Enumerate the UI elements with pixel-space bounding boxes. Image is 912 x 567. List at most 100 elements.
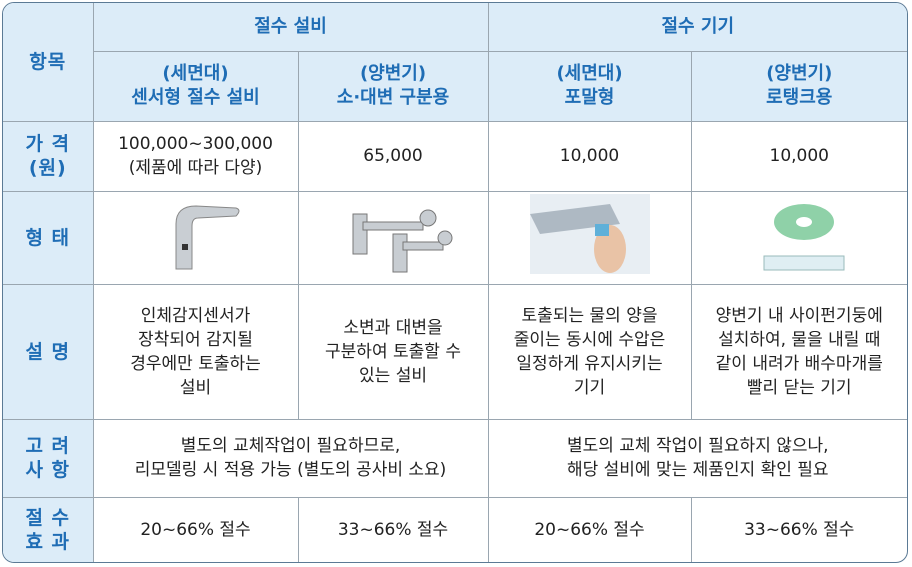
text-line: 고 려 (25, 435, 71, 457)
text-line: 10,000 (559, 146, 620, 166)
cell: 33~66% 절수 (297, 496, 489, 562)
cell: 소변과 대변을 구분하여 토출할 수 있는 설비 (297, 283, 489, 420)
text-line: (원) (28, 157, 67, 179)
text-line: 해당 설비에 맞는 제품인지 확인 필요 (566, 460, 829, 480)
table-row: (세면대) 센서형 절수 설비 (양변기) 소·대변 구분용 (세면대) 포말형 (양변기)… (3, 50, 907, 122)
table-row: 형 태 (3, 190, 907, 285)
text-line: (세면대) (556, 63, 623, 84)
cell: 100,000~300,000 (제품에 따라 다양) (92, 120, 299, 192)
text-line: 경우에만 토출하는 (130, 353, 261, 374)
image-shape (437, 230, 453, 246)
group-header: 절수 설비 (92, 3, 489, 52)
text-line: 효 과 (25, 530, 71, 553)
image-shape (529, 194, 650, 274)
column-header: (양변기) 로탱크용 (690, 50, 907, 122)
row-label: 가 격 (원) (3, 120, 94, 192)
text-line: 형 태 (25, 226, 71, 249)
image-shape (352, 209, 453, 273)
group-header: 절수 기기 (487, 3, 907, 52)
cell: 33~66% 절수 (690, 496, 907, 562)
text-line: 기기 (573, 377, 606, 398)
text-line: 20~66% 절수 (140, 519, 251, 540)
text-line: (양변기) (766, 63, 833, 84)
text-line: 구분하여 토출할 수 (325, 341, 461, 362)
image-shape (419, 209, 437, 227)
text-line: 토출되는 물의 양을 (521, 305, 658, 326)
image-shape (529, 194, 650, 274)
text-line: 양변기 내 사이펀기둥에 (715, 305, 883, 326)
cell: 별도의 교체 작업이 필요하지 않으나, 해당 설비에 맞는 제품인지 확인 필요 (487, 418, 907, 498)
image-shape (352, 209, 453, 273)
text-line: 가 격 (25, 133, 71, 155)
cell: 20~66% 절수 (487, 496, 692, 562)
text-line: 포말형 (564, 87, 615, 108)
row-label: 설 명 (3, 283, 94, 420)
product-image-cell (297, 190, 489, 285)
table-row: 가 격 (원) 100,000~300,000 (제품에 따라 다양) 65,000 10… (3, 120, 907, 192)
text-line: (세면대) (162, 63, 229, 84)
product-image-cell (92, 190, 299, 285)
product-image-cell (487, 190, 692, 285)
text-line: 인체감지센서가 (140, 305, 251, 326)
text-line: 별도의 교체작업이 필요하므로, (180, 436, 401, 456)
text-line: 로탱크용 (766, 87, 833, 108)
image-shape (593, 225, 626, 273)
image-shape (594, 224, 609, 236)
image-shape (763, 204, 845, 271)
text-line: 소변과 대변을 (343, 317, 443, 338)
text-line: 일정하게 유지시키는 (516, 353, 663, 374)
image-shape (181, 244, 188, 250)
product-image-cell (690, 190, 907, 285)
header-text: 절수 설비 (254, 15, 327, 37)
item-header: 항목 (3, 3, 94, 122)
image-shape (175, 205, 239, 270)
text-line: 33~66% 절수 (744, 519, 855, 540)
comparison-table: 항목 절수 설비 절수 기기 (세면대) 센서형 절수 설비 (양변기) 소·대변 구… (3, 3, 907, 562)
text-line: 100,000~300,000 (118, 134, 273, 154)
text-line: 리모델링 시 적용 가능 (별도의 공사비 소요) (134, 460, 447, 480)
image-shape (392, 233, 408, 273)
image-shape (175, 205, 239, 270)
text-line: 줄이는 동시에 수압은 (513, 329, 666, 350)
text-line: 설 명 (25, 340, 71, 363)
header-text: 항목 (29, 50, 67, 73)
header-text: 절수 기기 (661, 15, 735, 37)
column-header: (세면대) 센서형 절수 설비 (93, 50, 299, 122)
column-header: (세면대) 포말형 (487, 50, 692, 122)
text-line: (제품에 따라 다양) (128, 158, 263, 178)
text-line: 센서형 절수 설비 (131, 87, 260, 108)
text-line: 별도의 교체 작업이 필요하지 않으나, (566, 436, 829, 456)
text-line: 설비 (179, 377, 212, 398)
cell: 10,000 (690, 120, 907, 192)
cell: 20~66% 절수 (92, 496, 299, 562)
text-line: 빨리 닫는 기기 (746, 377, 852, 398)
text-line: 65,000 (363, 146, 423, 166)
image-shape (796, 217, 813, 227)
cell: 양변기 내 사이펀기둥에 설치하여, 물을 내릴 때 같이 내려가 배수마개를 빨리 … (690, 283, 907, 420)
text-line: 소·대변 구분용 (336, 87, 450, 108)
image-shape (763, 255, 845, 271)
text-line: 설치하여, 물을 내릴 때 (718, 329, 881, 350)
image-shape (402, 241, 444, 251)
text-line: 절 수 (25, 506, 71, 529)
text-line: 장착되어 감지될 (138, 329, 253, 350)
text-line: 10,000 (769, 146, 829, 166)
cell: 별도의 교체작업이 필요하므로, 리모델링 시 적용 가능 (별도의 공사비 소요… (92, 418, 489, 498)
column-header: (양변기) 소·대변 구분용 (297, 50, 489, 122)
text-line: 33~66% 절수 (337, 519, 449, 540)
image-shape (362, 221, 424, 231)
text-line: (양변기) (359, 63, 427, 84)
cell: 10,000 (487, 120, 692, 192)
cell: 65,000 (297, 120, 489, 192)
text-line: 20~66% 절수 (534, 519, 645, 540)
row-label: 형 태 (3, 190, 94, 285)
text-line: 사 항 (25, 459, 71, 481)
